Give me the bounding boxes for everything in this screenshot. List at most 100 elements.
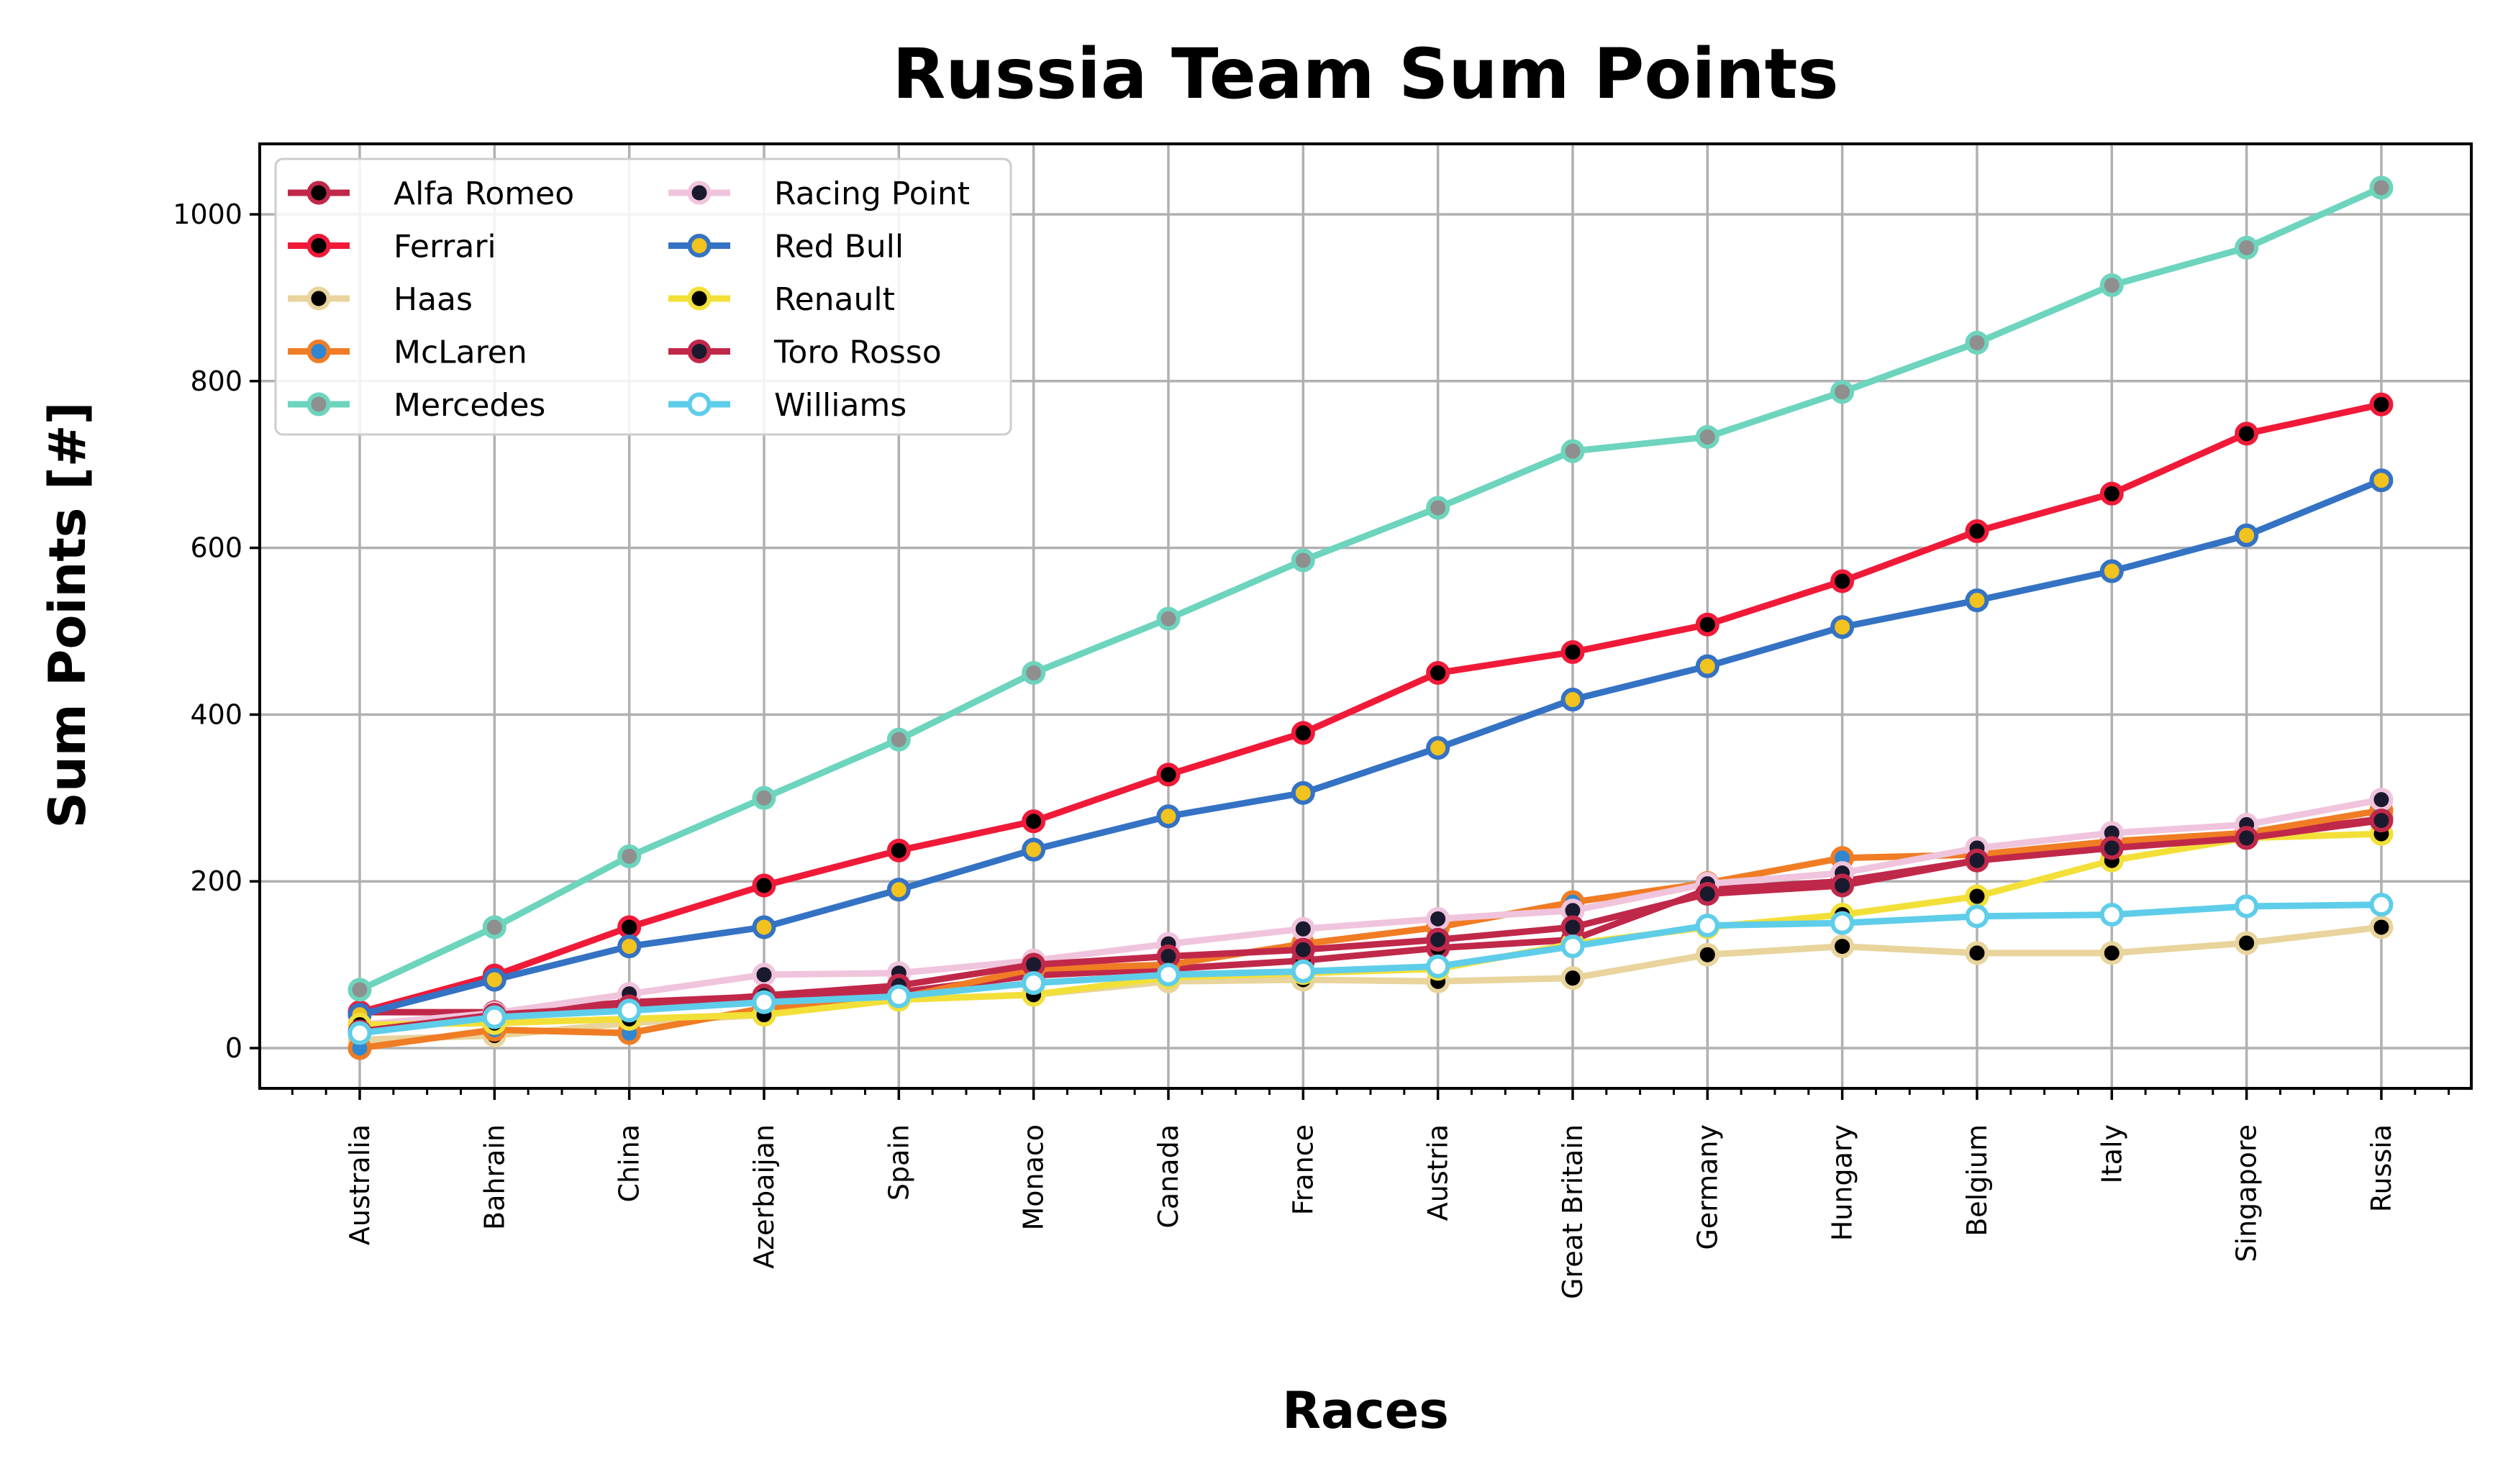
data-point xyxy=(1291,548,1315,573)
data-point xyxy=(1560,639,1585,664)
data-point xyxy=(617,915,642,939)
y-tick-label: 200 xyxy=(190,865,242,897)
x-tick-label: France xyxy=(1287,1124,1319,1215)
data-point xyxy=(1830,615,1855,639)
legend-marker xyxy=(306,340,331,363)
data-point xyxy=(1426,954,1450,978)
data-point xyxy=(2235,894,2259,919)
data-point xyxy=(1426,927,1450,952)
x-tick-label: Germany xyxy=(1691,1124,1723,1250)
plot-frame xyxy=(258,142,2473,1090)
legend-entry: Mercedes xyxy=(288,387,545,424)
legend-label: McLaren xyxy=(394,334,527,371)
series-williams xyxy=(347,893,2394,1045)
data-point xyxy=(1830,380,1855,404)
series-line xyxy=(356,901,2385,1037)
series-line xyxy=(356,796,2385,1029)
x-tick-label: Azerbaijan xyxy=(748,1124,780,1269)
legend-entry: Alfa Romeo xyxy=(288,176,574,212)
data-point xyxy=(2369,788,2394,812)
legend-entry: Renault xyxy=(668,281,895,318)
data-point xyxy=(752,786,776,810)
legend-label: Alfa Romeo xyxy=(394,176,574,212)
data-point xyxy=(1156,763,1181,787)
data-point xyxy=(1291,780,1315,805)
data-point xyxy=(752,990,776,1014)
legend-marker xyxy=(306,181,331,205)
data-point xyxy=(2235,931,2259,955)
data-point xyxy=(482,1005,506,1029)
data-point xyxy=(347,978,372,1002)
legend-label: Renault xyxy=(774,281,895,318)
data-point xyxy=(1022,971,1046,996)
legend-box xyxy=(274,158,1012,436)
data-point xyxy=(2369,893,2394,917)
data-point xyxy=(1560,915,1585,939)
x-tick-label: Australia xyxy=(344,1124,376,1245)
y-axis-ticks: 0 200 400 600 800 1000 xyxy=(173,199,260,1064)
x-axis-ticks: Australia Bahrain China Azerbaijan Spain Mona… xyxy=(291,1088,2450,1299)
data-point xyxy=(2099,836,2124,860)
data-point xyxy=(1560,966,1585,991)
x-tick-label: Canada xyxy=(1153,1124,1184,1229)
x-tick-label: Italy xyxy=(2096,1124,2127,1183)
data-point xyxy=(1830,569,1855,593)
y-tick-label: 0 xyxy=(225,1032,242,1064)
data-point xyxy=(2099,941,2124,965)
legend-label: Haas xyxy=(394,281,473,318)
x-tick-label: Austria xyxy=(1422,1124,1454,1221)
x-tick-label: Great Britain xyxy=(1557,1124,1589,1299)
x-tick-label: Bahrain xyxy=(478,1124,510,1230)
y-tick-label: 1000 xyxy=(173,199,242,230)
data-point xyxy=(1291,916,1315,941)
legend-marker xyxy=(306,392,331,416)
data-point xyxy=(1426,660,1450,685)
data-point xyxy=(1695,942,1719,967)
data-point xyxy=(482,968,506,992)
series-line xyxy=(356,184,2385,993)
data-point xyxy=(617,934,642,959)
data-point xyxy=(1022,809,1046,834)
data-point xyxy=(1695,612,1719,637)
data-point xyxy=(1560,934,1585,959)
x-tick-label: Hungary xyxy=(1827,1124,1858,1241)
data-point xyxy=(2369,809,2394,833)
data-point xyxy=(2235,523,2259,547)
data-point xyxy=(1022,660,1046,685)
data-point xyxy=(2099,559,2124,583)
data-point xyxy=(1965,848,1989,873)
legend-label: Williams xyxy=(774,387,907,424)
data-point xyxy=(1965,330,1989,355)
x-tick-label: Belgium xyxy=(1961,1124,1993,1237)
data-point xyxy=(617,998,642,1023)
data-point xyxy=(2235,422,2259,446)
series-line xyxy=(356,401,2385,1016)
data-point xyxy=(347,1021,372,1045)
data-point xyxy=(2235,235,2259,260)
legend-entry: Ferrari xyxy=(288,229,496,265)
data-point xyxy=(1695,654,1719,678)
legend-entry: Toro Rosso xyxy=(668,334,942,371)
data-point xyxy=(886,838,911,862)
data-point xyxy=(1426,906,1450,931)
data-point xyxy=(1965,941,1989,965)
legend-marker xyxy=(306,286,331,311)
legend-entry: Red Bull xyxy=(668,229,904,265)
data-point xyxy=(1695,882,1719,906)
legend-entry: Williams xyxy=(668,387,907,424)
legend-marker xyxy=(687,286,712,311)
legend: Alfa Romeo Ferrari Haas McLaren Mercedes Raci… xyxy=(274,158,1012,436)
series-red-bull xyxy=(347,468,2394,1027)
x-tick-label: Singapore xyxy=(2231,1124,2263,1262)
data-point xyxy=(886,984,911,1009)
data-point xyxy=(1695,424,1719,449)
data-point xyxy=(1426,496,1450,520)
series-line xyxy=(356,477,2385,1019)
data-point xyxy=(2099,273,2124,298)
legend-marker xyxy=(687,181,712,205)
series-ferrari xyxy=(347,392,2394,1024)
legend-entry: Racing Point xyxy=(668,176,970,212)
chart-title: Russia Team Sum Points xyxy=(892,34,1838,114)
data-point xyxy=(1156,804,1181,829)
data-point xyxy=(1426,736,1450,760)
